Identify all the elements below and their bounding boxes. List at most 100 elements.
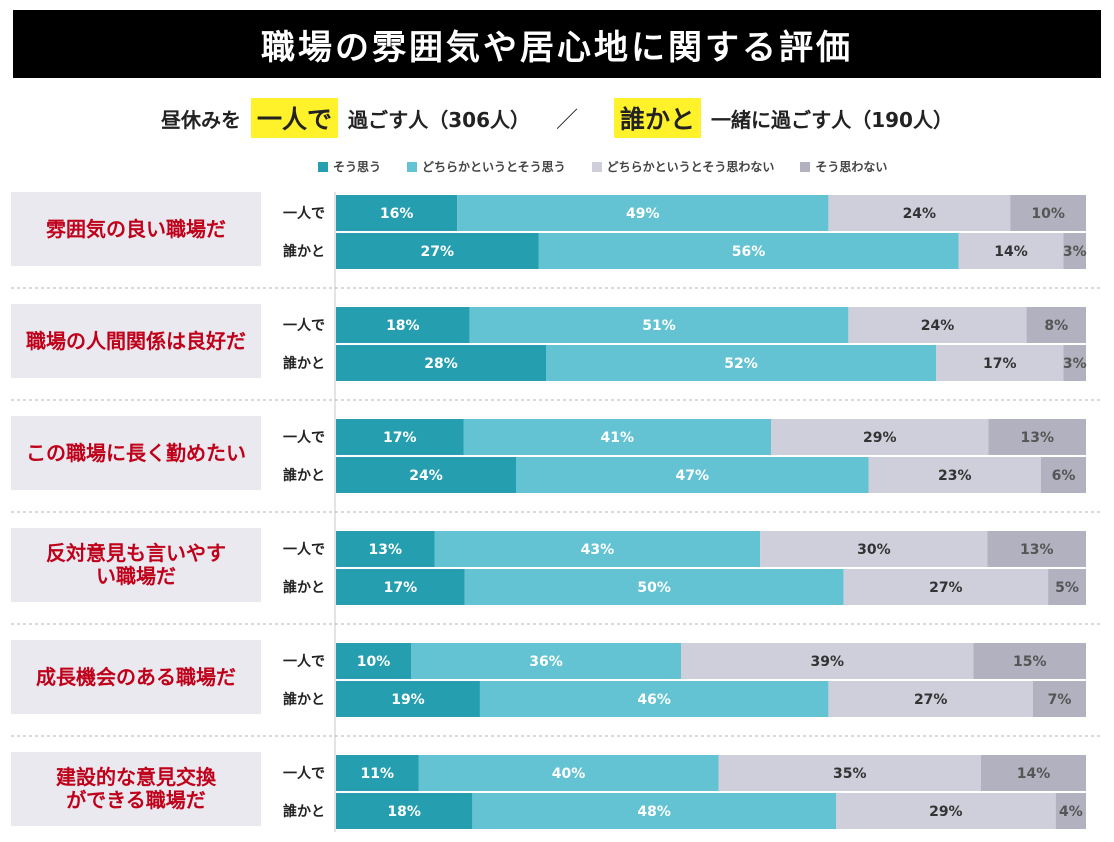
bar-segment <box>771 419 989 455</box>
data-label: 14% <box>1017 766 1051 782</box>
category-label: 雰囲気の良い職場だ <box>46 217 226 241</box>
bar-segment <box>981 755 1086 791</box>
data-label: 35% <box>833 766 867 782</box>
row-label: 一人で <box>283 541 325 558</box>
bar-segment <box>836 793 1056 829</box>
bar-segment <box>457 195 829 231</box>
data-label: 29% <box>863 430 897 446</box>
data-label: 13% <box>1020 542 1054 558</box>
row-label: 一人で <box>283 653 325 670</box>
data-label: 30% <box>857 542 891 558</box>
data-label: 17% <box>384 580 418 596</box>
data-label: 40% <box>552 766 586 782</box>
data-label: 52% <box>724 356 758 372</box>
bar-segment <box>336 755 419 791</box>
legend-label-1: そう思う <box>333 160 382 174</box>
bar-segment <box>1063 345 1086 381</box>
data-label: 19% <box>391 692 425 708</box>
category-label: 成長機会のある職場だ <box>36 665 236 689</box>
bar-segment <box>843 569 1049 605</box>
bar-segment <box>469 307 849 343</box>
bar-segment <box>479 681 829 717</box>
bar-segment <box>411 643 681 679</box>
legend-swatch-3 <box>591 161 602 172</box>
row-label: 一人で <box>283 317 325 334</box>
data-label: 17% <box>983 356 1017 372</box>
data-label: 29% <box>929 804 963 820</box>
legend-item-4: そう思わない <box>800 158 887 175</box>
bar-segment <box>1041 457 1086 493</box>
category-box <box>11 752 261 826</box>
bar-segment <box>1055 793 1086 829</box>
data-label: 39% <box>810 654 844 670</box>
bar-segment <box>336 419 464 455</box>
bar-segment <box>828 681 1033 717</box>
data-label: 56% <box>732 244 766 260</box>
data-label: 3% <box>1063 244 1087 260</box>
data-label: 10% <box>357 654 391 670</box>
row-label: 誰かと <box>283 803 325 820</box>
row-label: 誰かと <box>283 243 325 260</box>
category-box <box>11 528 261 602</box>
bar-segment <box>336 681 480 717</box>
data-label: 41% <box>600 430 634 446</box>
row-label: 誰かと <box>283 691 325 708</box>
subtitle-separator: ／ <box>555 108 578 133</box>
data-label: 24% <box>903 206 937 222</box>
data-label: 27% <box>420 244 454 260</box>
data-label: 14% <box>994 244 1028 260</box>
bar-segment <box>1032 681 1086 717</box>
data-label: 48% <box>637 804 671 820</box>
bar-segment <box>546 345 936 381</box>
category-label: この職場に長く勤めたい <box>26 441 246 465</box>
data-label: 23% <box>938 468 972 484</box>
bar-segment <box>958 233 1064 269</box>
bar-segment <box>336 643 411 679</box>
data-label: 13% <box>368 542 402 558</box>
data-label: 47% <box>675 468 709 484</box>
data-label: 24% <box>409 468 443 484</box>
category-label: 職場の人間関係は良好だ <box>26 329 246 353</box>
bar-segment <box>472 793 836 829</box>
bar-segment <box>464 569 844 605</box>
row-label: 誰かと <box>283 355 325 372</box>
page-title: 職場の雰囲気や居心地に関する評価 <box>261 27 853 68</box>
data-label: 18% <box>387 804 421 820</box>
bar-segment <box>336 793 473 829</box>
bar-segment <box>987 531 1086 567</box>
data-label: 49% <box>626 206 660 222</box>
bar-segment <box>828 195 1011 231</box>
row-label: 一人で <box>283 429 325 446</box>
data-label: 18% <box>386 318 420 334</box>
category-label: 建設的な意見交換ができる職場だ <box>56 765 217 812</box>
row-label: 誰かと <box>283 579 325 596</box>
bar-segment <box>434 531 761 567</box>
bar-segment <box>988 419 1086 455</box>
title-bar: 職場の雰囲気や居心地に関する評価 <box>13 10 1101 78</box>
bar-segment <box>336 569 465 605</box>
legend-swatch-4 <box>800 161 811 172</box>
bar-segment <box>516 457 869 493</box>
data-label: 13% <box>1020 430 1054 446</box>
subtitle: 昼休みを 一人で 過ごす人（306人） ／ 誰かと 一緒に過ごす人（190人） <box>0 95 1114 141</box>
legend-item-3: どちらかというとそう思わない <box>591 158 774 175</box>
bar-segment <box>336 195 458 231</box>
bar-segment <box>868 457 1041 493</box>
bar-segment <box>336 345 546 381</box>
bar-segment <box>336 233 539 269</box>
bar-segment <box>336 531 435 567</box>
bar-segment <box>1026 307 1086 343</box>
row-label: 一人で <box>283 205 325 222</box>
legend-label-4: そう思わない <box>815 160 888 174</box>
bar-segment <box>463 419 771 455</box>
bar-segment <box>1010 195 1086 231</box>
bar-segment <box>848 307 1027 343</box>
data-label: 17% <box>383 430 417 446</box>
legend-swatch-2 <box>407 161 418 172</box>
category-box <box>11 416 261 490</box>
bar-segment <box>681 643 974 679</box>
category-box <box>11 640 261 714</box>
bar-segment <box>936 345 1064 381</box>
data-label: 24% <box>921 318 955 334</box>
